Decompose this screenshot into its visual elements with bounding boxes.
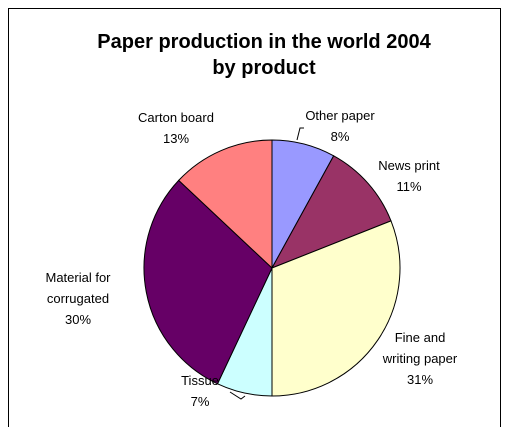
slice-value-label: 31% [407,372,433,387]
slice-category-label: corrugated [47,291,109,306]
slice-category-label: writing paper [382,351,458,366]
slice-category-label: Fine and [395,330,446,345]
pie-slice-fine-and-writing-paper [271,220,401,397]
pie-slice-news-print [270,155,392,269]
pie-slice-carton-board [177,139,273,270]
slice-value-label: 7% [191,394,210,409]
slice-category-label: Tissue [181,373,219,388]
chart-title-line-2: by product [212,57,316,79]
chart-title-line-1: Paper production in the world 2004 [97,31,431,53]
slice-category-label: News print [378,158,440,173]
label-leader-line [296,127,304,141]
pie-slice-material-for-corrugated [143,179,273,385]
slice-category-label: Material for [45,270,111,285]
label-leader-line [229,391,246,400]
slice-value-label: 11% [396,179,421,194]
slice-value-label: 8% [331,129,350,144]
slice-value-label: 13% [163,131,189,146]
slice-value-label: 30% [65,312,91,327]
slice-category-label: Carton board [138,110,214,125]
slice-category-label: Other paper [305,108,375,123]
